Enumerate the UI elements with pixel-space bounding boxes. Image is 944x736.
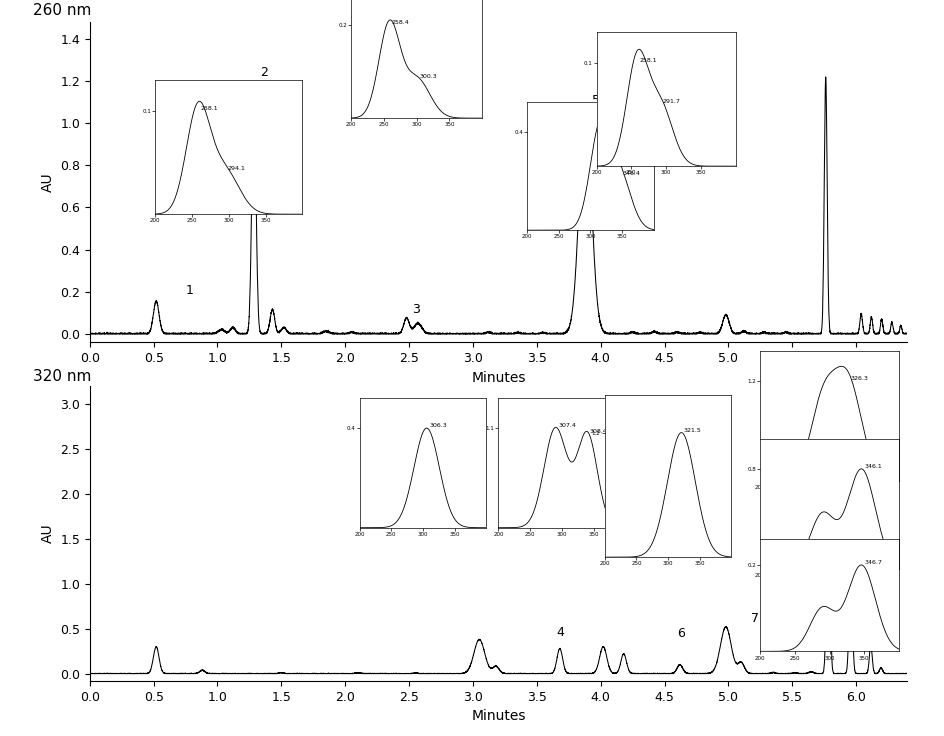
Text: 346.1: 346.1 [864, 464, 881, 470]
Text: 6: 6 [677, 626, 684, 640]
Text: 4: 4 [555, 626, 564, 639]
Text: 3: 3 [412, 303, 419, 316]
Text: 2: 2 [260, 66, 267, 79]
Text: 7: 7 [750, 612, 759, 625]
Text: 5: 5 [591, 94, 599, 107]
Text: 306.3: 306.3 [429, 423, 447, 428]
Text: 258.4: 258.4 [392, 20, 409, 24]
Text: 1: 1 [185, 284, 194, 297]
X-axis label: Minutes: Minutes [471, 709, 525, 723]
Text: 8: 8 [836, 420, 844, 433]
Text: 346.4: 346.4 [621, 171, 639, 176]
Text: 326.3: 326.3 [850, 376, 868, 381]
Text: 9: 9 [855, 544, 863, 557]
Text: 308.4: 308.4 [589, 428, 607, 434]
Text: 10: 10 [876, 631, 891, 644]
Text: 300.3: 300.3 [419, 74, 437, 79]
Text: 315.8: 315.8 [602, 127, 619, 132]
X-axis label: Minutes: Minutes [471, 370, 525, 384]
Text: 258.1: 258.1 [200, 106, 218, 110]
Text: 294.1: 294.1 [227, 166, 244, 171]
Text: 307.4: 307.4 [558, 423, 575, 428]
Text: 320 nm: 320 nm [32, 369, 91, 383]
Y-axis label: AU: AU [41, 524, 55, 543]
Text: 321.5: 321.5 [683, 428, 701, 433]
Y-axis label: AU: AU [41, 172, 55, 192]
Text: 291.7: 291.7 [662, 99, 680, 104]
Text: 258.1: 258.1 [639, 57, 657, 63]
Text: 260 nm: 260 nm [32, 3, 91, 18]
Text: 346.7: 346.7 [864, 560, 882, 565]
